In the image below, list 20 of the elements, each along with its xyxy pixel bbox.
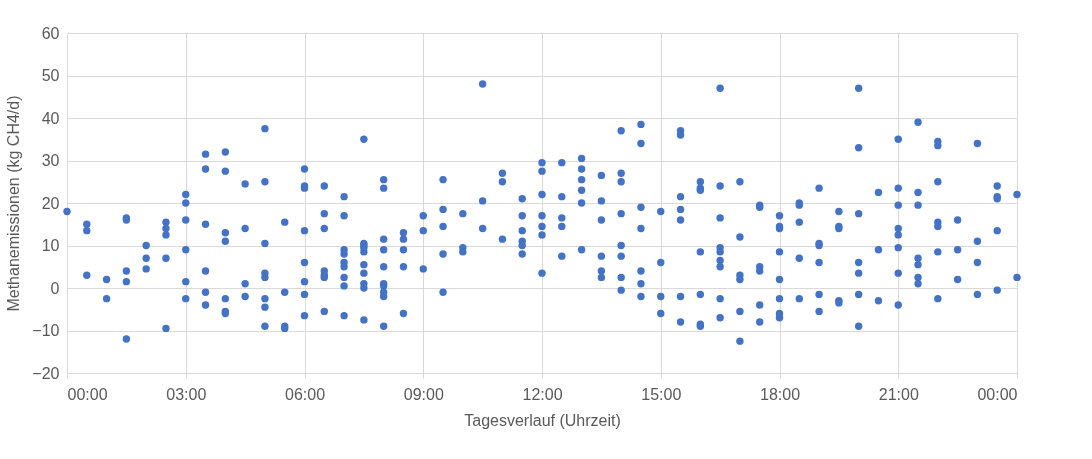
y-tick-label: 60 xyxy=(41,24,60,42)
y-axis-title: Methanemissionen (kg CH4/d) xyxy=(5,95,23,312)
y-tick-label: −10 xyxy=(32,322,60,339)
x-tick-label: 18:00 xyxy=(759,385,801,403)
y-tick-label: −20 xyxy=(32,364,60,382)
y-tick-label: 40 xyxy=(41,109,60,127)
x-tick-label: 03:00 xyxy=(166,385,207,403)
y-tick-label: 50 xyxy=(41,67,60,84)
x-tick-label: 15:00 xyxy=(641,385,682,403)
x-tick-label: 21:00 xyxy=(878,385,919,403)
y-tick-label: 0 xyxy=(50,279,60,297)
x-tick-label: 09:00 xyxy=(403,385,444,403)
x-tick-label: 06:00 xyxy=(284,385,326,403)
x-tick-label: 12:00 xyxy=(522,385,563,403)
x-tick-label: 00:00 xyxy=(977,385,1018,403)
y-tick-label: 20 xyxy=(41,194,60,212)
y-tick-label: 10 xyxy=(41,237,60,254)
x-tick-label: 00:00 xyxy=(67,385,108,403)
y-tick-label: 30 xyxy=(41,152,60,169)
x-axis-title: Tagesverlauf (Uhrzeit) xyxy=(464,411,621,429)
